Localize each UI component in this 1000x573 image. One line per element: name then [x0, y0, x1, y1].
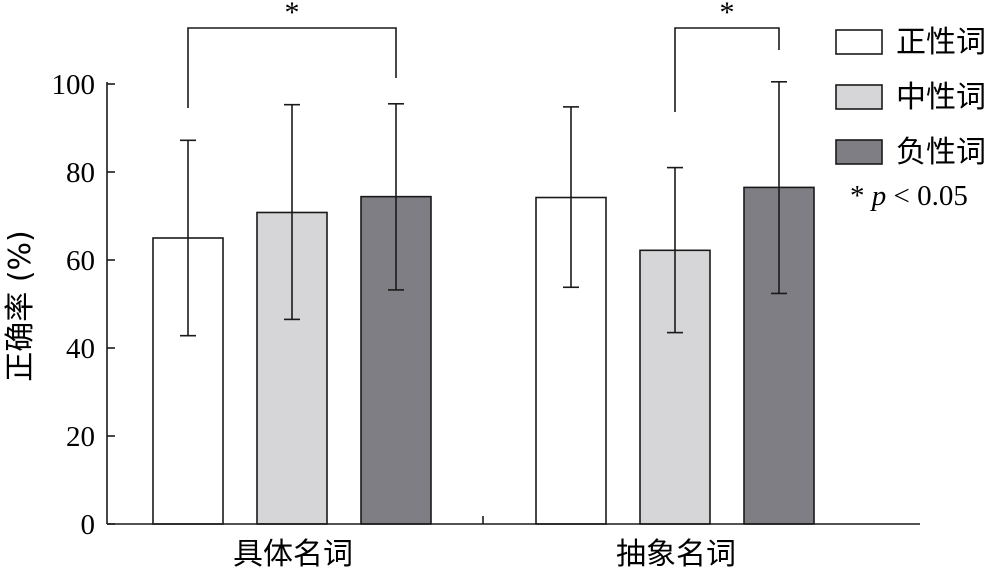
significance-star: * [720, 0, 735, 29]
y-tick-label: 80 [66, 157, 95, 189]
legend-label: 中性词 [896, 80, 986, 115]
significance-bracket [187, 27, 397, 108]
bars-group [152, 186, 815, 525]
x-category-label: 抽象名词 [616, 537, 736, 572]
y-tick-label: 0 [81, 509, 96, 541]
note-p: p [870, 180, 894, 212]
error-bars-group [180, 81, 787, 337]
legend-swatch [835, 84, 883, 110]
y-tick-label: 40 [66, 333, 95, 365]
legend-swatch [835, 29, 883, 55]
y-axis-label: 正确率 (%) [3, 230, 38, 381]
significance-star: * [285, 0, 300, 29]
legend-swatch [835, 139, 883, 165]
y-tick-label: 60 [66, 245, 95, 277]
significance-bracket [674, 27, 780, 112]
significance-note: * p < 0.05 [850, 180, 968, 212]
note-threshold: < 0.05 [894, 180, 968, 212]
y-tick-label: 100 [52, 69, 96, 101]
legend-label: 负性词 [896, 135, 986, 170]
legend-label: 正性词 [896, 25, 986, 60]
x-category-label: 具体名词 [233, 537, 353, 572]
axes-group: 0 20 40 60 80 100 具体名词 抽象名词 [52, 69, 920, 572]
significance-group: * * [187, 0, 780, 112]
y-tick-label: 20 [66, 421, 95, 453]
note-star: * [850, 180, 872, 212]
